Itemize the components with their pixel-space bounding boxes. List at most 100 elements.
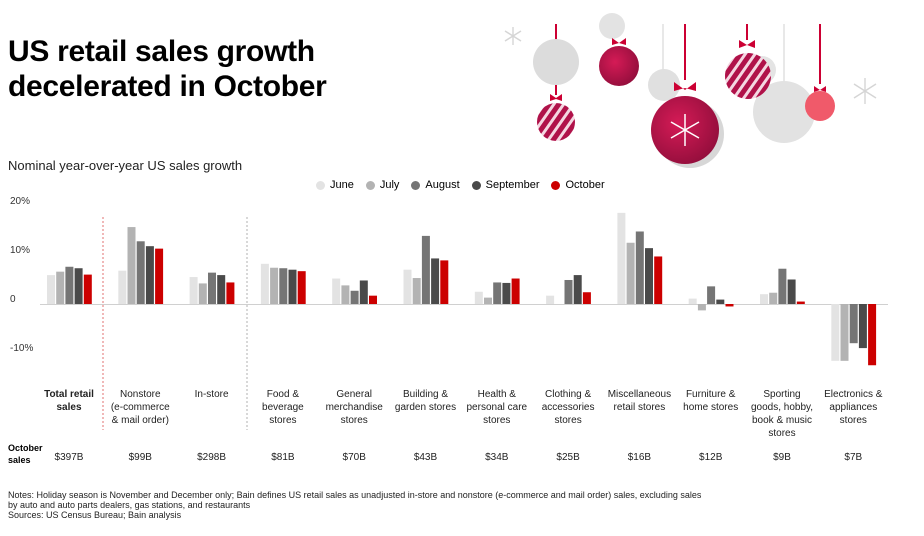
bar-october	[796, 301, 805, 304]
bar-october	[369, 295, 377, 304]
category-label: retail stores	[614, 402, 666, 413]
bar-june	[688, 298, 697, 304]
bar-october	[440, 260, 449, 304]
bar-september	[787, 279, 796, 304]
october-sales-value: $9B	[773, 452, 791, 463]
bar-september	[359, 280, 368, 304]
legend-swatch-october	[551, 180, 561, 190]
category-label: stores	[269, 415, 296, 426]
bar-september	[716, 299, 725, 304]
category-label: Building &	[403, 389, 448, 400]
bar-august	[350, 290, 359, 304]
legend-item-august: August	[411, 179, 460, 191]
category-label: stores	[554, 415, 581, 426]
chart-legend: June July August September October	[316, 179, 605, 191]
bar-october	[582, 292, 591, 304]
bar-september	[145, 246, 154, 304]
bar-june	[47, 275, 55, 304]
october-sales-value: $7B	[844, 452, 862, 463]
legend-swatch-august	[411, 180, 421, 190]
bar-september	[502, 282, 511, 304]
bar-july	[198, 283, 207, 304]
category-label: Food &	[267, 389, 300, 400]
bar-july	[341, 285, 350, 304]
bar-june	[617, 212, 626, 304]
category-label: stores	[341, 415, 368, 426]
legend-label-october: October	[565, 179, 605, 191]
bar-july	[769, 292, 778, 304]
bar-august	[208, 272, 216, 304]
legend-swatch-september	[471, 180, 481, 190]
y-tick-label: 10%	[10, 245, 30, 256]
y-tick-label: 0	[10, 294, 16, 305]
bar-june	[118, 270, 127, 304]
category-label: personal care	[467, 402, 528, 413]
bar-september	[217, 275, 226, 304]
category-label: Clothing &	[545, 389, 591, 400]
y-tick-label: 20%	[10, 196, 30, 207]
bar-july	[697, 304, 706, 311]
category-label: accessories	[542, 402, 595, 413]
bar-july	[626, 242, 635, 304]
october-sales-row-label: October	[8, 443, 43, 453]
october-sales-value: $43B	[414, 452, 438, 463]
bar-july	[484, 297, 492, 304]
category-label: Sporting	[763, 389, 800, 400]
category-label: stores	[768, 428, 795, 439]
october-sales-row-label: sales	[8, 455, 31, 465]
chart-notes: Notes: Holiday season is November and De…	[8, 490, 728, 520]
legend-label-july: July	[379, 179, 400, 191]
bar-august	[421, 235, 430, 304]
category-label: Miscellaneous	[608, 389, 671, 400]
bar-august	[65, 266, 74, 304]
bar-june	[260, 263, 269, 304]
chart-subtitle: Nominal year-over-year US sales growth	[8, 158, 243, 173]
bar-july	[127, 227, 136, 304]
category-label: sales	[56, 402, 81, 413]
bar-july	[412, 278, 421, 304]
sources-line: Sources: US Census Bureau; Bain analysis	[8, 510, 182, 520]
bar-september	[74, 268, 83, 304]
notes-line-1: Notes: Holiday season is November and De…	[8, 490, 702, 500]
legend-item-june: June	[316, 179, 354, 191]
october-sales-value: $12B	[699, 452, 723, 463]
category-label: Nonstore	[120, 389, 161, 400]
bar-october	[654, 256, 663, 304]
bar-june	[546, 295, 555, 304]
bar-august	[279, 268, 288, 304]
legend-label-june: June	[330, 179, 354, 191]
bar-august	[136, 241, 145, 304]
category-label: garden stores	[395, 402, 456, 413]
october-sales-value: $70B	[343, 452, 367, 463]
october-sales-value: $397B	[55, 452, 84, 463]
october-sales-value: $16B	[628, 452, 652, 463]
legend-item-september: September	[471, 179, 539, 191]
bar-september	[288, 269, 297, 304]
notes-line-2: by auto and auto parts dealers, gas stat…	[8, 500, 251, 510]
category-label: stores	[840, 415, 867, 426]
category-label: Furniture &	[686, 389, 736, 400]
bar-october	[155, 248, 164, 304]
legend-label-august: August	[425, 179, 460, 191]
category-label: In-store	[195, 389, 229, 400]
october-sales-value: $81B	[271, 452, 295, 463]
legend-item-july: July	[365, 179, 400, 191]
october-sales-value: $34B	[485, 452, 509, 463]
category-label: Health &	[478, 389, 517, 400]
bar-august	[493, 282, 502, 304]
bar-october	[511, 278, 520, 304]
category-label: Total retail	[44, 389, 94, 400]
bar-september	[573, 275, 582, 304]
october-sales-value: $25B	[556, 452, 580, 463]
october-sales-value: $99B	[129, 452, 153, 463]
bar-october	[83, 274, 92, 304]
legend-swatch-july	[365, 180, 375, 190]
bar-june	[189, 277, 198, 304]
category-label: appliances	[829, 402, 877, 413]
y-tick-label: -10%	[10, 343, 33, 354]
bar-october	[226, 282, 235, 304]
bar-june	[831, 304, 840, 361]
bar-october	[868, 304, 877, 366]
